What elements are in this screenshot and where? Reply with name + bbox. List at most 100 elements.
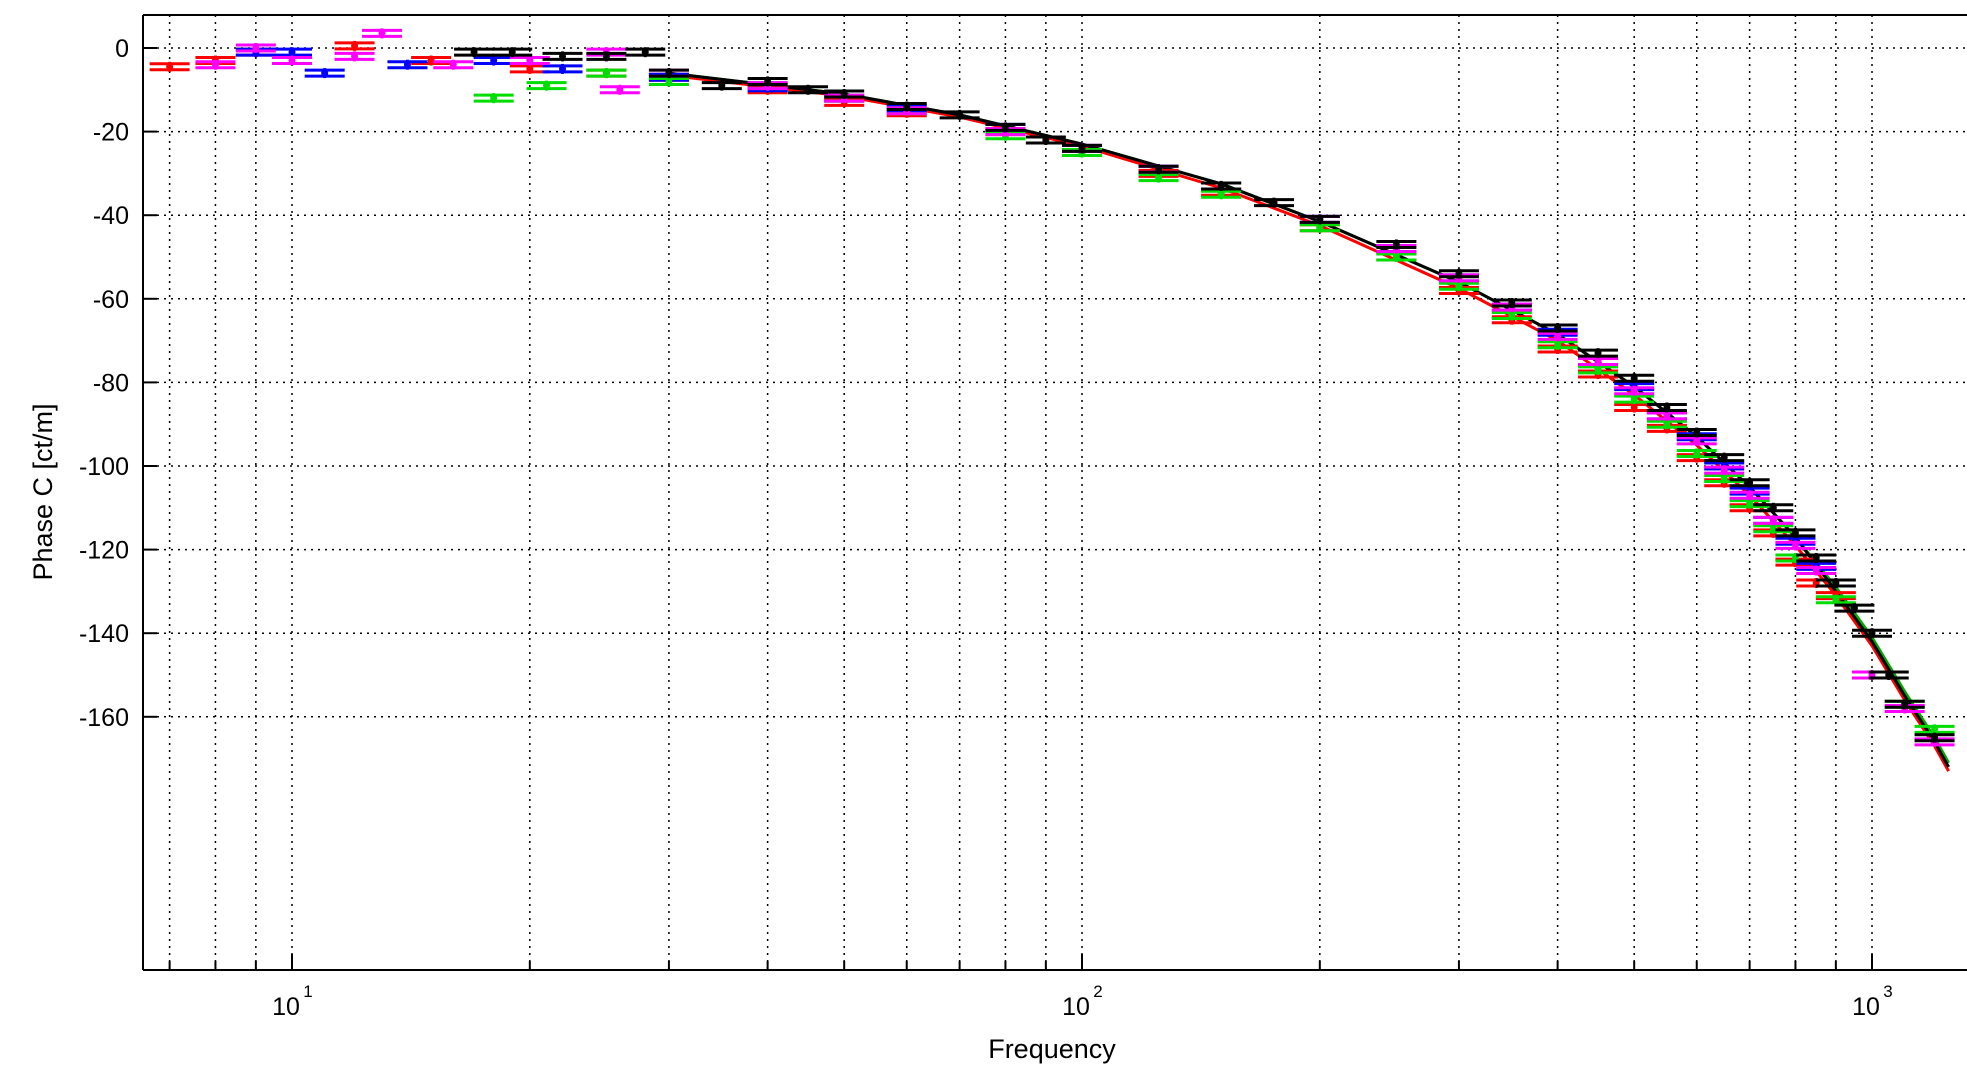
x-tick-label-exponent: 2: [1093, 982, 1102, 1001]
data-marker: [351, 42, 359, 50]
data-point: [1704, 452, 1745, 463]
data-point: [411, 55, 452, 66]
data-marker: [1155, 165, 1163, 173]
data-marker: [840, 90, 848, 98]
data-point: [1138, 172, 1179, 183]
data-point: [1025, 134, 1066, 145]
data-point: [542, 51, 583, 62]
data-marker: [1720, 475, 1728, 483]
data-marker: [1630, 395, 1638, 403]
data-marker: [1791, 529, 1799, 537]
data-marker: [403, 61, 411, 69]
data-marker: [1594, 358, 1602, 365]
data-point: [747, 76, 788, 87]
data-marker: [1769, 504, 1777, 512]
grid-lines: [143, 15, 1967, 970]
data-marker: [508, 48, 516, 56]
data-point: [362, 28, 403, 39]
y-tick-label: -80: [93, 369, 129, 397]
data-marker: [1392, 253, 1400, 261]
y-tick-label: -160: [79, 704, 129, 732]
data-marker: [665, 69, 673, 77]
data-point: [542, 63, 583, 74]
x-axis-label: Frequency: [988, 1034, 1116, 1064]
data-point: [648, 68, 689, 79]
data-point: [1796, 552, 1837, 563]
data-point: [599, 84, 640, 95]
data-point: [1914, 732, 1955, 743]
data-point: [1578, 356, 1619, 367]
data-point: [1834, 603, 1875, 614]
data-marker: [449, 61, 457, 69]
data-point: [1491, 310, 1532, 321]
data-marker: [718, 82, 726, 90]
data-marker: [1455, 270, 1463, 278]
data-series: [454, 47, 1955, 743]
data-point: [1676, 448, 1717, 459]
data-marker: [1001, 123, 1009, 131]
data-marker: [1832, 579, 1840, 587]
data-marker: [1392, 240, 1400, 248]
data-marker: [526, 57, 534, 65]
data-marker: [1693, 449, 1701, 457]
data-marker: [1693, 429, 1701, 437]
data-marker: [166, 63, 174, 71]
data-point: [1646, 419, 1687, 430]
data-point: [1062, 143, 1102, 154]
plot-background: [143, 15, 1967, 970]
data-marker: [470, 48, 478, 56]
data-point: [1254, 197, 1294, 208]
data-marker: [602, 69, 610, 77]
data-marker: [1554, 332, 1562, 340]
data-marker: [1630, 374, 1638, 382]
data-marker: [490, 94, 498, 102]
data-point: [1884, 699, 1925, 710]
data-marker: [1931, 734, 1939, 742]
data-marker: [427, 57, 435, 65]
data-marker: [1720, 466, 1728, 474]
y-tick-label: -140: [79, 620, 129, 648]
data-point: [1537, 331, 1578, 342]
data-marker: [1769, 516, 1777, 524]
data-point: [1201, 180, 1242, 191]
data-point: [334, 51, 375, 62]
data-marker: [1630, 403, 1638, 411]
data-marker: [1594, 366, 1602, 374]
data-marker: [1832, 596, 1840, 604]
x-tick-label-base: 10: [1852, 993, 1880, 1021]
data-marker: [1508, 299, 1516, 307]
data-point: [1729, 490, 1770, 501]
data-point: [1753, 523, 1794, 534]
data-point: [788, 84, 829, 95]
data-marker: [1270, 199, 1278, 207]
y-tick-label: -60: [93, 286, 129, 314]
data-marker: [1663, 403, 1671, 411]
data-point: [1614, 394, 1655, 405]
y-tick-label: -100: [79, 453, 129, 481]
x-tick-label: 101: [272, 982, 313, 1021]
data-marker: [1850, 604, 1858, 612]
data-marker: [288, 48, 296, 56]
data-marker: [1554, 341, 1562, 349]
data-marker: [804, 86, 812, 94]
data-marker: [288, 57, 296, 65]
data-marker: [1316, 215, 1324, 223]
x-tick-label-exponent: 3: [1883, 982, 1892, 1001]
data-point: [1914, 724, 1955, 735]
data-points: [149, 28, 1955, 747]
data-point: [1646, 402, 1687, 413]
data-marker: [616, 86, 624, 94]
data-point: [824, 88, 865, 99]
data-marker: [559, 65, 567, 73]
data-marker: [1812, 567, 1820, 574]
data-point: [1815, 594, 1856, 605]
data-point: [1796, 565, 1837, 576]
data-marker: [1155, 174, 1163, 182]
data-point: [1646, 410, 1687, 421]
data-marker: [1746, 500, 1754, 508]
data-point: [195, 59, 236, 70]
y-axis-label: Phase C [ct/m]: [28, 403, 58, 580]
data-marker: [351, 52, 359, 60]
data-point: [454, 47, 495, 58]
